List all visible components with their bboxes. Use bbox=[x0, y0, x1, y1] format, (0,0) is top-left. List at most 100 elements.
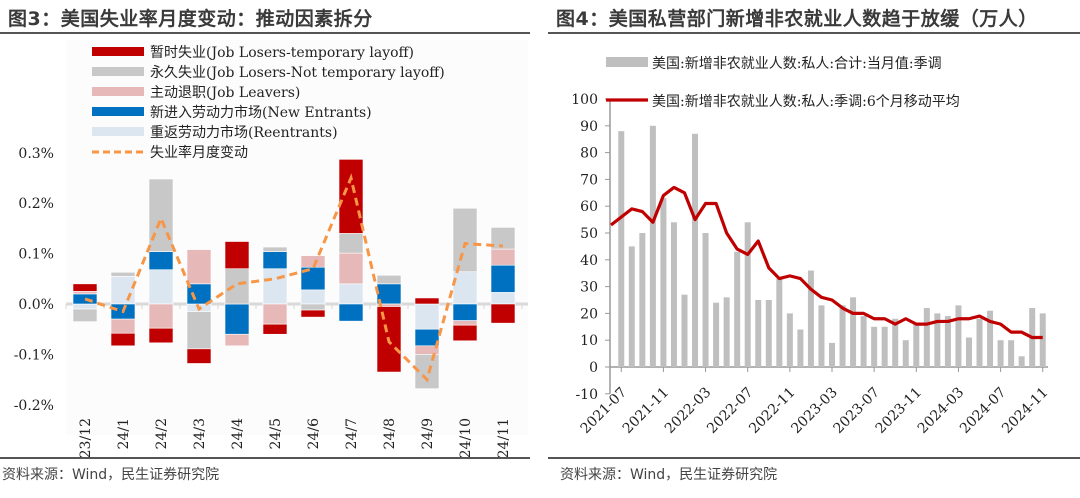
bar-segment-0 bbox=[148, 327, 174, 344]
y-tick-label: 0.1% bbox=[18, 247, 54, 263]
legend-label-bars: 美国:新增非农就业人数:私人:合计:当月值:季调 bbox=[652, 56, 942, 72]
left-title-rule bbox=[0, 32, 530, 34]
bar-segment-1 bbox=[224, 268, 250, 305]
bar-segment-1 bbox=[452, 207, 478, 273]
bar-private-payrolls bbox=[976, 318, 983, 367]
bar-segment-3 bbox=[224, 303, 250, 335]
bar-private-payrolls bbox=[723, 297, 730, 367]
bar-segment-0 bbox=[452, 324, 478, 342]
bar-private-payrolls bbox=[965, 337, 972, 367]
y-tick-label: 0 bbox=[589, 360, 598, 376]
bar-segment-0 bbox=[414, 297, 440, 305]
y-tick-label: 0.0% bbox=[18, 297, 54, 313]
bar-segment-4 bbox=[300, 289, 326, 305]
bar-private-payrolls bbox=[818, 305, 825, 367]
bar-private-payrolls bbox=[1039, 313, 1046, 367]
left-chart-title: 图3：美国失业率月度变动：推动因素拆分 bbox=[8, 8, 373, 30]
bar-private-payrolls bbox=[881, 326, 888, 367]
bar-private-payrolls bbox=[649, 125, 656, 367]
y-tick-label: 0.2% bbox=[18, 196, 54, 212]
bar-segment-1 bbox=[490, 227, 516, 250]
bar-private-payrolls bbox=[744, 222, 751, 367]
bar-private-payrolls bbox=[807, 270, 814, 367]
x-tick-label: 24/2 bbox=[154, 418, 170, 449]
bar-segment-0 bbox=[490, 303, 516, 324]
bar-private-payrolls bbox=[923, 308, 930, 367]
bar-segment-1 bbox=[262, 246, 288, 252]
bar-segment-2 bbox=[224, 333, 250, 347]
bar-segment-4 bbox=[452, 271, 478, 305]
legend-label: 新进入劳动力市场(New Entrants) bbox=[150, 104, 372, 121]
bar-private-payrolls bbox=[944, 316, 951, 367]
left-source-rule bbox=[0, 457, 530, 459]
right-title-rule bbox=[548, 32, 1080, 34]
right-chart-svg: 1009080706050403020100-102021-072021-112… bbox=[571, 40, 1052, 437]
unemployment-change-line bbox=[84, 173, 504, 383]
y-tick-label: 100 bbox=[571, 92, 598, 108]
left-source-note: 资料来源：Wind，民生证券研究院 bbox=[2, 467, 220, 483]
bar-private-payrolls bbox=[850, 297, 857, 367]
bar-private-payrolls bbox=[681, 294, 688, 367]
x-tick-label: 24/9 bbox=[420, 418, 436, 449]
x-tick-label: 24/6 bbox=[306, 418, 322, 450]
bar-segment-4 bbox=[72, 303, 98, 310]
bar-private-payrolls bbox=[1008, 340, 1015, 367]
bar-private-payrolls bbox=[797, 329, 804, 367]
right-chart-panel: 图4：美国私营部门新增非农就业人数趋于放缓（万人） 100 90 80 70 60 50 4… bbox=[540, 0, 1080, 498]
y-tick-label: -10 bbox=[575, 387, 598, 403]
y-tick-label: 30 bbox=[580, 280, 598, 296]
bar-private-payrolls bbox=[776, 278, 783, 367]
bar-segment-4 bbox=[262, 268, 288, 305]
bar-segment-2 bbox=[186, 249, 212, 285]
bar-segment-1 bbox=[186, 311, 212, 350]
y-tick-label: -0.1% bbox=[14, 347, 54, 363]
right-source-rule bbox=[548, 457, 1080, 459]
legend-label: 暂时失业(Job Losers-temporary layoff) bbox=[150, 45, 414, 61]
legend-swatch-3 bbox=[92, 107, 144, 116]
bar-segment-0 bbox=[110, 332, 136, 347]
bar-private-payrolls bbox=[829, 342, 835, 367]
bar-segment-4 bbox=[148, 269, 174, 305]
bar-segment-3 bbox=[338, 303, 364, 322]
y-tick-label: 0.3% bbox=[18, 146, 54, 162]
bar-private-payrolls bbox=[755, 300, 762, 367]
y-tick-label: -0.2% bbox=[14, 398, 54, 414]
x-tick-label: 24/8 bbox=[382, 418, 398, 449]
bar-private-payrolls bbox=[734, 251, 741, 367]
left-chart-panel: 图3：美国失业率月度变动：推动因素拆分 0.3% 0.2% 0.1% 0.0% -0.1… bbox=[0, 8, 530, 483]
x-tick-label: 23/12 bbox=[78, 418, 94, 458]
y-tick-label: 60 bbox=[580, 199, 598, 215]
bar-segment-0 bbox=[224, 241, 250, 270]
legend-swatch-1 bbox=[92, 67, 144, 76]
bar-private-payrolls bbox=[628, 246, 635, 367]
bar-private-payrolls bbox=[987, 310, 994, 367]
legend-swatch-2 bbox=[92, 87, 144, 96]
bar-segment-3 bbox=[452, 303, 478, 321]
y-tick-label: 40 bbox=[580, 253, 598, 269]
bar-segment-0 bbox=[262, 323, 288, 335]
bar-segment-4 bbox=[338, 283, 364, 305]
bar-segment-3 bbox=[490, 264, 516, 293]
bar-segment-1 bbox=[300, 303, 326, 311]
bar-private-payrolls bbox=[892, 318, 899, 367]
bar-segment-3 bbox=[262, 251, 288, 270]
bar-private-payrolls bbox=[913, 324, 920, 367]
bar-segment-2 bbox=[262, 303, 288, 325]
legend-label: 主动退职(Job Leavers) bbox=[150, 85, 300, 101]
bar-segment-1 bbox=[414, 354, 440, 389]
bar-segment-0 bbox=[186, 348, 212, 364]
bar-private-payrolls bbox=[713, 302, 720, 367]
legend-label: 失业率月度变动 bbox=[150, 144, 248, 161]
bar-private-payrolls bbox=[786, 313, 793, 367]
bar-private-payrolls bbox=[618, 131, 625, 367]
bar-segment-0 bbox=[72, 283, 98, 292]
left-chart-svg: 0.3% 0.2% 0.1% 0.0% -0.1% -0.2% 23/12 24/1 24/2 2… bbox=[13, 45, 528, 459]
bar-private-payrolls bbox=[871, 326, 878, 367]
bar-segment-2 bbox=[452, 320, 478, 326]
bar-segment-1 bbox=[338, 233, 364, 254]
y-tick-label: 50 bbox=[580, 226, 598, 242]
bar-private-payrolls bbox=[934, 313, 941, 367]
bar-segment-2 bbox=[72, 291, 98, 295]
bar-private-payrolls bbox=[660, 198, 667, 367]
x-tick-label: 24/1 bbox=[116, 418, 132, 449]
